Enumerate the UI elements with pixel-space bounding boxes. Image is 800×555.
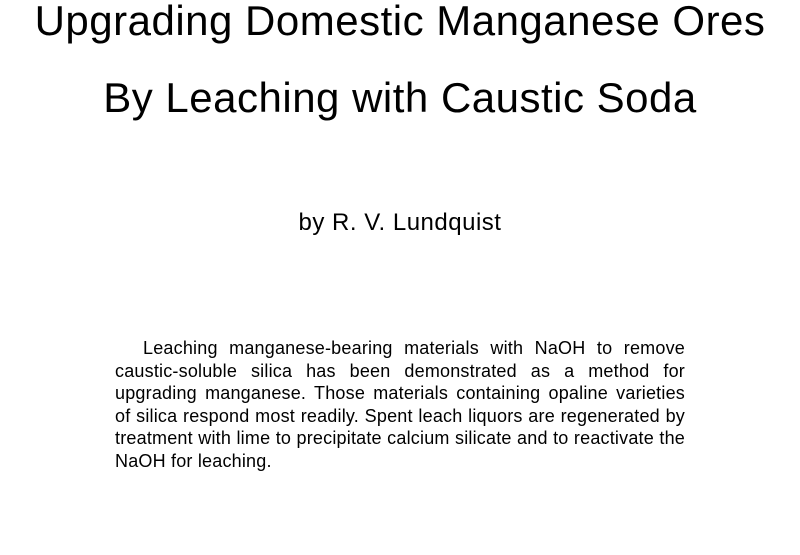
author-line: by R. V. Lundquist	[0, 209, 800, 237]
title-block: Upgrading Domestic Manganese Ores By Lea…	[0, 0, 800, 119]
abstract-paragraph: Leaching manganese-bearing materials wit…	[115, 337, 685, 472]
title-line-2: By Leaching with Caustic Soda	[0, 77, 800, 119]
title-line-1: Upgrading Domestic Manganese Ores	[0, 0, 800, 42]
abstract-text: Leaching manganese-bearing materials wit…	[115, 338, 685, 471]
document-page: Upgrading Domestic Manganese Ores By Lea…	[0, 0, 800, 555]
